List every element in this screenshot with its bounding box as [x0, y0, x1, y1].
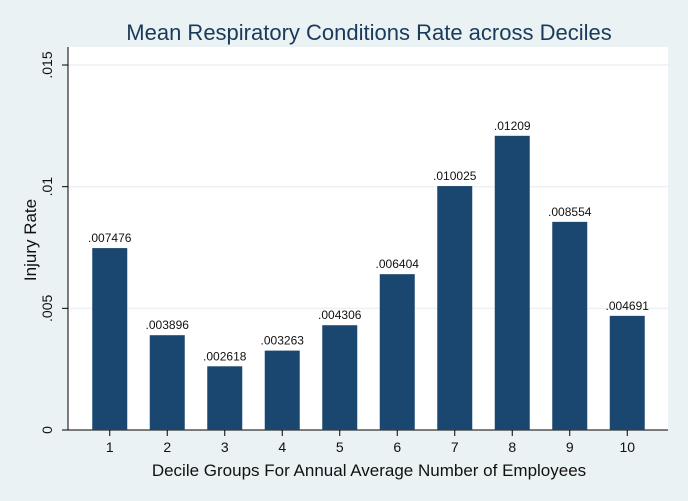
y-axis-title: Injury Rate	[21, 199, 40, 281]
bar-7	[437, 186, 473, 430]
bar-3	[207, 366, 243, 430]
y-tick-label: 0	[39, 426, 55, 434]
x-tick-label-10: 10	[619, 439, 635, 455]
y-tick-label: .005	[39, 294, 55, 321]
bar-1	[92, 248, 128, 430]
x-tick-label-8: 8	[508, 439, 516, 455]
bar-8	[494, 135, 530, 430]
x-tick-label-3: 3	[221, 439, 229, 455]
bar-9	[552, 221, 588, 430]
data-label-5: .004306	[318, 308, 362, 322]
data-label-2: .003896	[146, 318, 190, 332]
bar-10	[609, 315, 645, 430]
x-tick-label-6: 6	[393, 439, 401, 455]
bar-2	[149, 335, 185, 430]
data-label-6: .006404	[376, 257, 420, 271]
x-ticks: 1 2 3 4 5 6 7 8 9 10	[106, 430, 635, 455]
bar-6	[379, 274, 415, 430]
x-tick-label-7: 7	[451, 439, 459, 455]
y-ticks: 0 .005 .01 .015	[39, 51, 68, 434]
x-tick-label-2: 2	[163, 439, 171, 455]
data-label-8: .01209	[494, 119, 531, 133]
x-tick-label-9: 9	[566, 439, 574, 455]
data-label-7: .010025	[433, 169, 477, 183]
y-tick-label: .01	[39, 177, 55, 197]
data-label-1: .007476	[88, 231, 132, 245]
bars	[92, 135, 645, 430]
x-axis-title: Decile Groups For Annual Average Number …	[152, 461, 586, 480]
data-label-3: .002618	[203, 349, 247, 363]
data-label-10: .004691	[606, 299, 650, 313]
x-tick-label-4: 4	[278, 439, 286, 455]
data-labels: .007476 .003896 .002618 .003263 .004306 .0064…	[88, 119, 649, 363]
y-tick-label: .015	[39, 51, 55, 78]
bar-5	[322, 325, 358, 430]
data-label-4: .003263	[261, 334, 305, 348]
chart-title: Mean Respiratory Conditions Rate across …	[126, 20, 611, 45]
x-tick-label-5: 5	[336, 439, 344, 455]
bar-4	[264, 350, 300, 430]
data-label-9: .008554	[548, 205, 592, 219]
x-tick-label-1: 1	[106, 439, 114, 455]
